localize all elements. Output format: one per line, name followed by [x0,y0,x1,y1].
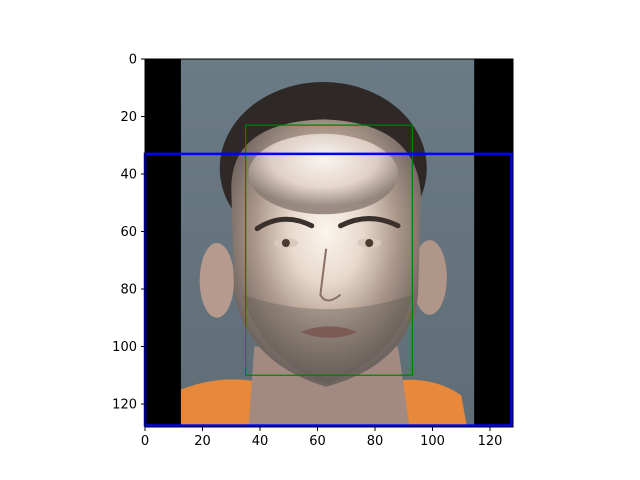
stubble [242,294,413,384]
right-eyebrow [338,216,401,229]
face-image [145,59,513,427]
y-tick-label: 120 [112,398,137,413]
left-pupil [281,239,290,247]
y-tick-label: 100 [112,340,137,355]
x-tick-label: 60 [309,434,326,449]
y-tick-label: 80 [120,283,137,298]
y-tick-label: 0 [129,53,137,68]
y-tick-label: 40 [120,168,137,183]
axes-frame [144,58,514,428]
x-tick-label: 80 [367,434,384,449]
right-pupil [365,239,374,247]
forehead [248,133,398,215]
x-tick-label: 20 [194,434,211,449]
y-tick-label: 60 [120,225,137,240]
left-ear [199,243,235,318]
mouth [300,326,358,338]
plot-area [145,59,513,427]
green-box [245,124,413,376]
x-tick-label: 40 [252,434,269,449]
x-tick-label: 100 [420,434,445,449]
y-axis: 0 20 40 60 80 100 120 [112,53,145,413]
right-ear [412,240,447,315]
nose [319,248,342,302]
x-tick-label: 0 [141,434,149,449]
y-tick-label: 20 [120,110,137,125]
left-eyebrow [254,216,315,232]
x-axis: 0 20 40 60 80 100 120 [141,427,503,449]
x-tick-label: 120 [478,434,503,449]
